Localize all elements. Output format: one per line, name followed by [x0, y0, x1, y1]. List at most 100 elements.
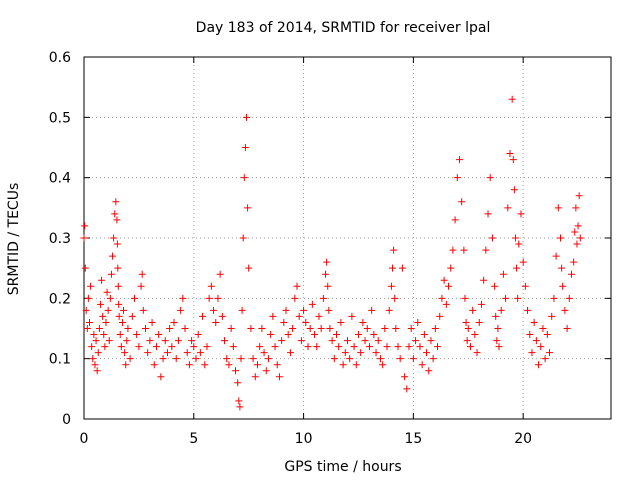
data-point: [139, 306, 147, 314]
data-point: [82, 306, 90, 314]
data-point: [93, 367, 101, 375]
data-point: [567, 270, 575, 278]
y-axis: 0 0.1 0.2 0.3 0.4 0.5 0.6: [49, 50, 611, 428]
data-point: [83, 325, 91, 332]
data-point: [354, 331, 362, 339]
data-point: [558, 264, 566, 272]
data-point: [420, 331, 428, 339]
data-point: [236, 403, 244, 411]
data-point: [124, 325, 132, 332]
data-point: [442, 300, 450, 308]
data-point: [245, 264, 253, 272]
data-point: [511, 234, 519, 242]
x-tick-label: 15: [404, 431, 422, 447]
data-point: [548, 312, 556, 320]
data-point: [445, 282, 453, 290]
data-point: [528, 349, 536, 357]
data-point: [403, 385, 411, 393]
data-point: [401, 373, 409, 381]
data-point: [405, 343, 413, 351]
data-point: [509, 156, 517, 164]
data-point: [381, 325, 389, 332]
data-point: [563, 325, 571, 332]
data-point: [461, 294, 469, 302]
data-point: [174, 337, 182, 345]
x-tick-label: 20: [514, 431, 532, 447]
data-point: [258, 325, 266, 332]
data-point: [471, 331, 479, 339]
data-point: [306, 325, 314, 332]
data-point: [571, 228, 579, 236]
data-point: [114, 282, 122, 290]
data-point: [240, 174, 248, 182]
data-point: [455, 156, 463, 164]
data-point: [482, 246, 490, 254]
data-point: [192, 355, 200, 363]
data-point: [218, 312, 226, 320]
data-point: [575, 192, 583, 200]
data-point: [497, 306, 505, 314]
data-point: [205, 294, 213, 302]
data-point: [100, 331, 108, 339]
data-point: [196, 349, 204, 357]
data-point: [451, 216, 459, 224]
data-point: [144, 349, 152, 357]
data-point: [392, 325, 400, 332]
data-point: [183, 349, 191, 357]
data-point: [101, 343, 109, 351]
data-point: [278, 337, 286, 345]
data-point: [157, 373, 165, 381]
data-point: [201, 361, 209, 369]
data-point: [103, 288, 111, 296]
data-points: [80, 95, 584, 411]
data-point: [106, 294, 114, 302]
data-point: [91, 361, 99, 369]
data-point: [234, 379, 242, 387]
data-point: [510, 186, 518, 194]
data-point: [267, 331, 275, 339]
data-point: [94, 349, 102, 357]
data-point: [323, 258, 331, 266]
data-point: [81, 264, 89, 272]
data-point: [324, 282, 332, 290]
data-point: [102, 318, 110, 326]
data-point: [289, 325, 297, 332]
data-point: [116, 331, 124, 339]
data-point: [363, 325, 371, 332]
data-point: [235, 397, 243, 405]
x-axis: 0 5 10 15 20: [80, 57, 532, 447]
data-point: [423, 349, 431, 357]
data-point: [155, 331, 163, 339]
data-point: [269, 312, 277, 320]
y-tick-label: 0.2: [49, 291, 71, 307]
data-point: [506, 150, 514, 158]
data-point: [179, 294, 187, 302]
data-point: [238, 306, 246, 314]
data-point: [118, 318, 126, 326]
data-point: [530, 318, 538, 326]
data-point: [477, 300, 485, 308]
y-tick-label: 0: [62, 412, 71, 428]
data-point: [425, 367, 433, 375]
data-point: [273, 361, 281, 369]
data-point: [227, 325, 235, 332]
data-point: [262, 367, 270, 375]
data-point: [335, 343, 343, 351]
data-point: [543, 331, 551, 339]
data-point: [177, 306, 185, 314]
data-point: [463, 337, 471, 345]
data-point: [109, 252, 117, 260]
data-point: [495, 343, 503, 351]
data-point: [98, 276, 106, 284]
data-point: [333, 331, 341, 339]
data-point: [514, 294, 522, 302]
data-point: [293, 282, 301, 290]
data-point: [326, 325, 334, 332]
data-point: [438, 294, 446, 302]
x-tick-label: 10: [295, 431, 313, 447]
data-point: [493, 337, 501, 345]
data-point: [304, 343, 312, 351]
data-point: [460, 246, 468, 254]
data-point: [552, 252, 560, 260]
data-point: [89, 355, 97, 363]
